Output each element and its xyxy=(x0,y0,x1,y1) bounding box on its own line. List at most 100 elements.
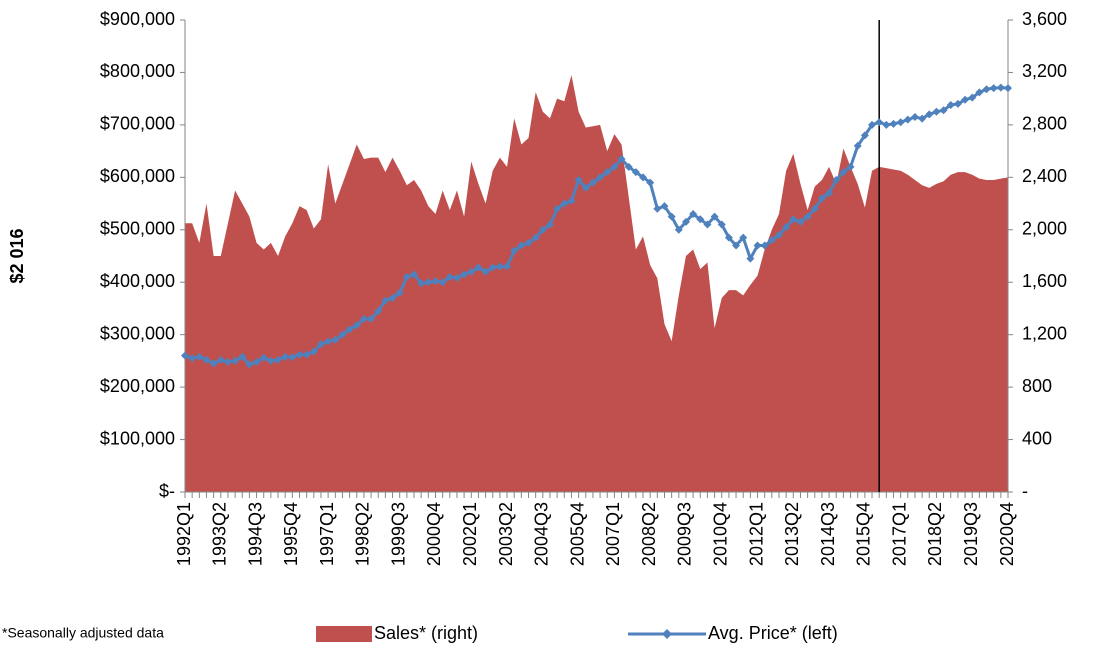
price-marker xyxy=(424,278,433,287)
x-tick-label: 2007Q1 xyxy=(603,502,623,566)
price-marker xyxy=(710,212,719,221)
price-marker xyxy=(352,321,361,330)
x-tick-label: 2008Q2 xyxy=(639,502,659,566)
price-marker xyxy=(975,88,984,97)
price-marker xyxy=(445,272,454,281)
price-marker xyxy=(732,241,741,250)
price-marker xyxy=(460,270,469,279)
price-marker xyxy=(216,355,225,364)
y-tick-label: $300,000 xyxy=(100,323,175,343)
x-tick-label: 1999Q3 xyxy=(388,502,408,566)
price-marker xyxy=(438,278,447,287)
price-marker xyxy=(517,241,526,250)
price-marker xyxy=(789,215,798,224)
y-tick-label: $200,000 xyxy=(100,376,175,396)
price-marker xyxy=(846,162,855,171)
price-marker xyxy=(381,296,390,305)
price-marker xyxy=(331,335,340,344)
y-tick-label: $900,000 xyxy=(100,9,175,29)
x-tick-label: 2017Q1 xyxy=(889,502,909,566)
price-marker xyxy=(946,100,955,109)
price-marker xyxy=(567,196,576,205)
y-tick-label: $- xyxy=(159,481,175,501)
x-tick-label: 1995Q4 xyxy=(281,502,301,566)
x-tick-label: 2018Q2 xyxy=(925,502,945,566)
y2-tick-label: 2,400 xyxy=(1022,166,1067,186)
price-marker xyxy=(538,225,547,234)
price-marker xyxy=(639,173,648,182)
price-marker xyxy=(681,217,690,226)
price-marker xyxy=(696,215,705,224)
price-marker xyxy=(646,178,655,187)
x-tick-label: 2005Q4 xyxy=(567,502,587,566)
price-marker xyxy=(302,350,311,359)
price-marker xyxy=(188,354,197,363)
price-marker xyxy=(667,212,676,221)
x-tick-label: 1994Q3 xyxy=(245,502,265,566)
price-marker xyxy=(624,162,633,171)
price-marker xyxy=(309,347,318,356)
price-marker xyxy=(431,277,440,286)
price-marker xyxy=(410,270,419,279)
y-tick-label: $600,000 xyxy=(100,166,175,186)
y2-tick-label: 2,800 xyxy=(1022,114,1067,134)
x-tick-label: 2012Q1 xyxy=(746,502,766,566)
price-marker xyxy=(295,350,304,359)
y-tick-label: $800,000 xyxy=(100,61,175,81)
price-marker xyxy=(896,118,905,127)
price-marker xyxy=(560,199,569,208)
price-marker xyxy=(817,194,826,203)
y-axis-title: $2 016 xyxy=(7,228,27,283)
price-marker xyxy=(875,118,884,127)
price-marker xyxy=(288,353,297,362)
price-marker xyxy=(388,293,397,302)
price-marker xyxy=(553,204,562,213)
price-marker xyxy=(231,356,240,365)
price-marker xyxy=(703,220,712,229)
price-marker xyxy=(660,202,669,211)
legend-swatch xyxy=(316,626,372,642)
price-marker xyxy=(939,106,948,115)
price-marker xyxy=(581,183,590,192)
price-marker xyxy=(982,85,991,94)
y2-tick-label: 1,200 xyxy=(1022,323,1067,343)
price-marker xyxy=(868,120,877,129)
price-marker xyxy=(968,93,977,102)
y2-tick-label: 3,600 xyxy=(1022,9,1067,29)
price-marker xyxy=(832,175,841,184)
price-marker xyxy=(610,162,619,171)
price-marker xyxy=(402,272,411,281)
y2-tick-label: 3,200 xyxy=(1022,61,1067,81)
price-marker xyxy=(417,279,426,288)
price-marker xyxy=(860,131,869,140)
price-marker xyxy=(674,225,683,234)
price-marker xyxy=(853,141,862,150)
price-marker xyxy=(524,238,533,247)
price-marker xyxy=(810,204,819,213)
price-marker xyxy=(889,119,898,128)
x-tick-label: 2004Q3 xyxy=(532,502,552,566)
x-tick-label: 2015Q4 xyxy=(854,502,874,566)
y-tick-label: $100,000 xyxy=(100,428,175,448)
price-marker xyxy=(996,83,1005,92)
price-marker xyxy=(274,355,283,364)
price-marker xyxy=(259,353,268,362)
price-marker xyxy=(653,204,662,213)
price-marker xyxy=(510,246,519,255)
price-marker xyxy=(195,352,204,361)
price-marker xyxy=(882,120,891,129)
price-marker xyxy=(324,337,333,346)
price-marker xyxy=(209,359,218,368)
price-marker xyxy=(531,233,540,242)
x-tick-label: 1997Q1 xyxy=(317,502,337,566)
legend-label: Avg. Price* (left) xyxy=(708,623,838,643)
legend-marker xyxy=(662,629,672,639)
price-marker xyxy=(495,262,504,271)
price-marker xyxy=(774,231,783,240)
price-marker xyxy=(739,233,748,242)
price-marker xyxy=(961,95,970,104)
price-marker xyxy=(488,263,497,272)
x-tick-label: 2009Q3 xyxy=(675,502,695,566)
price-marker xyxy=(202,355,211,364)
x-tick-label: 1998Q2 xyxy=(353,502,373,566)
